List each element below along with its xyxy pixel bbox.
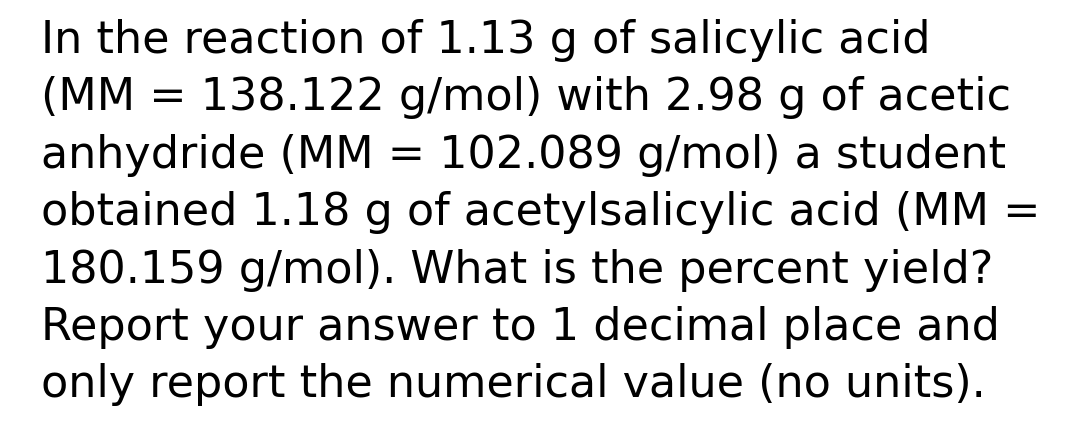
Text: only report the numerical value (no units).: only report the numerical value (no unit… xyxy=(41,363,986,406)
Text: obtained 1.18 g of acetylsalicylic acid (MM =: obtained 1.18 g of acetylsalicylic acid … xyxy=(41,191,1040,234)
Text: In the reaction of 1.13 g of salicylic acid: In the reaction of 1.13 g of salicylic a… xyxy=(41,19,931,62)
Text: anhydride (MM = 102.089 g/mol) a student: anhydride (MM = 102.089 g/mol) a student xyxy=(41,134,1007,177)
Text: (MM = 138.122 g/mol) with 2.98 g of acetic: (MM = 138.122 g/mol) with 2.98 g of acet… xyxy=(41,76,1011,119)
Text: 180.159 g/mol). What is the percent yield?: 180.159 g/mol). What is the percent yiel… xyxy=(41,249,994,292)
Text: Report your answer to 1 decimal place and: Report your answer to 1 decimal place an… xyxy=(41,306,1000,349)
